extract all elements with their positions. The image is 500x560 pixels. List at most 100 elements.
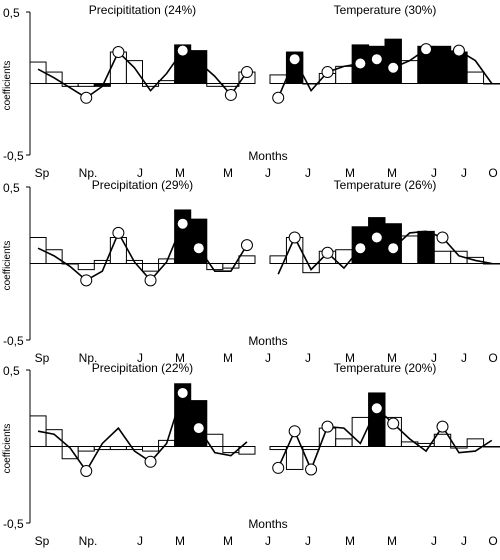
- bar: [483, 446, 500, 448]
- bar: [433, 250, 452, 264]
- coefficient-line: [37, 222, 248, 282]
- x-axis-label: Months: [248, 517, 287, 531]
- significance-marker: [272, 91, 285, 104]
- y-tick-label: -0,5: [3, 334, 24, 348]
- significance-marker: [354, 242, 367, 255]
- x-axis-label: Months: [248, 149, 287, 163]
- month-label: Np.: [79, 166, 98, 180]
- significance-marker: [452, 44, 465, 57]
- significance-marker: [80, 274, 93, 287]
- bar: [269, 446, 287, 451]
- bar: [77, 263, 95, 271]
- significance-marker: [176, 386, 189, 399]
- month-label: M: [175, 351, 185, 365]
- month-label: Np.: [79, 534, 98, 548]
- significance-marker: [144, 274, 157, 287]
- panel-title: Temperature (26%): [334, 178, 437, 192]
- x-axis-label: Months: [248, 334, 287, 348]
- month-label: Sp: [35, 351, 50, 365]
- significance-marker: [436, 231, 449, 244]
- month-label: J: [265, 166, 271, 180]
- coefficient-line: [37, 390, 248, 473]
- month-label: J: [305, 166, 311, 180]
- month-label: J: [461, 351, 467, 365]
- panel-precipitation: Precipitation (22%): [29, 361, 256, 477]
- month-label: J: [431, 351, 437, 365]
- panel-title: Precipititation (24%): [89, 3, 196, 17]
- significance-marker: [370, 231, 383, 244]
- significance-marker: [176, 44, 189, 57]
- month-label: J: [137, 351, 143, 365]
- panel-precipitation: Precipititation (24%): [29, 3, 256, 104]
- y-tick-label: -0,5: [3, 149, 24, 163]
- coefficient-line: [277, 406, 493, 472]
- significance-marker: [80, 464, 93, 477]
- bar: [400, 60, 419, 84]
- bar: [142, 83, 160, 87]
- panel-precipitation: Precipitation (29%): [29, 178, 256, 287]
- bar: [238, 255, 256, 265]
- bar: [269, 74, 287, 84]
- significance-marker: [370, 402, 383, 415]
- month-label: M: [223, 534, 233, 548]
- month-label: M: [387, 351, 397, 365]
- significance-marker: [272, 461, 285, 474]
- panel-title: Precipitation (22%): [92, 361, 193, 375]
- significance-marker: [288, 425, 301, 438]
- significance-marker: [192, 422, 205, 435]
- bar: [466, 71, 485, 84]
- panel-temperature: Temperature (26%): [269, 178, 500, 275]
- bar: [483, 263, 500, 265]
- bar: [125, 60, 144, 84]
- month-label: J: [137, 534, 143, 548]
- y-tick-label: 0,5: [3, 181, 20, 195]
- bar: [142, 446, 160, 452]
- y-axis-label: coefficients: [2, 424, 13, 474]
- bar: [61, 446, 79, 460]
- significance-marker: [224, 88, 237, 101]
- panel-temperature: Temperature (30%): [269, 3, 500, 104]
- significance-marker: [354, 57, 367, 70]
- significance-marker: [321, 66, 334, 79]
- panel-temperature: Temperature (20%): [269, 361, 500, 476]
- significance-marker: [370, 53, 383, 66]
- bar: [109, 236, 127, 265]
- significance-marker: [80, 91, 93, 104]
- month-label: M: [387, 166, 397, 180]
- bar: [93, 446, 111, 451]
- significance-marker: [112, 226, 125, 239]
- bar: [450, 446, 468, 449]
- month-label: Sp: [35, 166, 50, 180]
- significant-bar: [450, 51, 468, 84]
- month-label: O: [488, 534, 497, 548]
- significance-marker: [436, 420, 449, 433]
- significance-marker: [192, 242, 205, 255]
- coefficient-line: [37, 49, 248, 99]
- coefficient-line: [277, 230, 492, 275]
- significance-marker: [288, 231, 301, 244]
- month-label: J: [431, 534, 437, 548]
- bar: [158, 80, 176, 84]
- month-label: M: [175, 534, 185, 548]
- month-label: J: [137, 166, 143, 180]
- bar: [335, 438, 353, 448]
- y-axis-label: coefficients: [2, 61, 13, 111]
- month-label: J: [265, 351, 271, 365]
- month-label: M: [345, 351, 355, 365]
- month-label: M: [345, 534, 355, 548]
- chart-row-1: 0,5 -0,5 coefficients Months Sp Np. J M M J J M M J J O…: [2, 3, 500, 180]
- month-label: J: [461, 166, 467, 180]
- bar: [400, 235, 419, 265]
- bar: [93, 259, 111, 265]
- y-tick-label: 0,5: [3, 6, 20, 20]
- significance-marker: [321, 420, 334, 433]
- bar: [109, 446, 127, 451]
- month-label: O: [488, 166, 497, 180]
- month-label: J: [305, 534, 311, 548]
- bar: [77, 83, 95, 87]
- chart-row-2: 0,5 -0,5 coefficients Months Sp Np. J M M J J M M J J O…: [2, 178, 500, 365]
- significance-marker: [321, 246, 334, 259]
- month-label: Sp: [35, 534, 50, 548]
- month-label: J: [461, 534, 467, 548]
